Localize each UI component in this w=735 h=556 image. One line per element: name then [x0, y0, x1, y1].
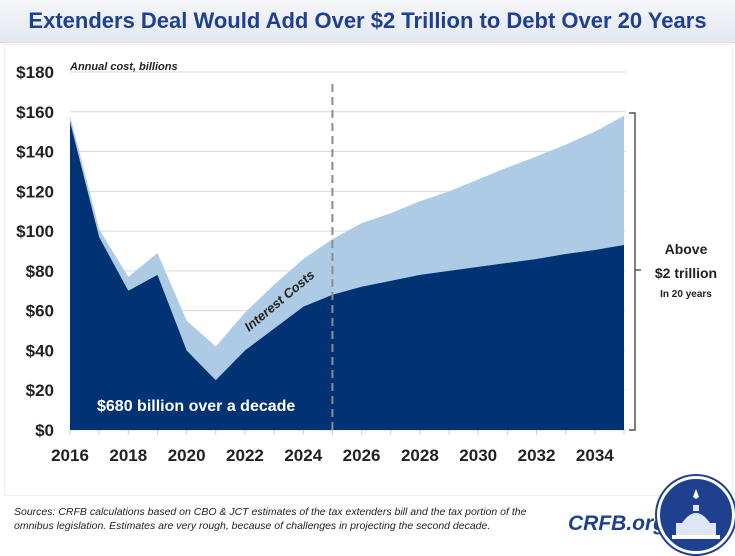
y-tick-label: $160: [16, 103, 54, 122]
title-bar: Extenders Deal Would Add Over $2 Trillio…: [0, 0, 735, 43]
y-tick-label: $120: [16, 182, 54, 201]
capitol-icon: [672, 489, 720, 539]
x-tick-label: 2032: [518, 446, 556, 465]
x-axis-ticks: 2016 2018 2020 2022 2024 2026 2028 2030 2032 2034: [51, 430, 625, 465]
y-axis-label: Annual cost, billions: [69, 61, 178, 73]
sources-note: Sources: CRFB calculations based on CBO …: [14, 506, 527, 532]
y-tick-label: $20: [26, 381, 54, 400]
x-tick-label: 2028: [401, 446, 439, 465]
x-tick-label: 2024: [284, 446, 322, 465]
bracket-label-2: $2 trillion: [655, 265, 717, 281]
bracket-label-3: In 20 years: [660, 289, 712, 300]
crfb-capitol-logo: [657, 476, 735, 554]
x-tick-label: 2026: [343, 446, 381, 465]
x-tick-label: 2034: [576, 446, 614, 465]
y-tick-label: $40: [26, 341, 54, 360]
x-tick-label: 2030: [459, 446, 497, 465]
site-link[interactable]: CRFB.org: [568, 512, 666, 535]
x-tick-label: 2020: [168, 446, 206, 465]
x-tick-label: 2018: [109, 446, 147, 465]
extenders-cost-area: [70, 121, 624, 430]
chart-title: Extenders Deal Would Add Over $2 Trillio…: [28, 8, 707, 33]
y-tick-label: $60: [26, 302, 54, 321]
y-tick-label: $180: [16, 63, 54, 82]
bracket: [629, 112, 641, 431]
y-tick-label: $80: [26, 262, 54, 281]
y-tick-label: $140: [16, 143, 54, 162]
x-tick-label: 2022: [226, 446, 264, 465]
x-tick-label: 2016: [51, 446, 89, 465]
bracket-label-1: Above: [665, 241, 708, 257]
y-tick-label: $100: [16, 222, 54, 241]
y-tick-label: $0: [35, 421, 54, 440]
y-axis-ticks: $0 $20 $40 $60 $80 $100 $120 $140 $160 $180: [16, 63, 54, 440]
decade-annotation: $680 billion over a decade: [97, 398, 295, 415]
